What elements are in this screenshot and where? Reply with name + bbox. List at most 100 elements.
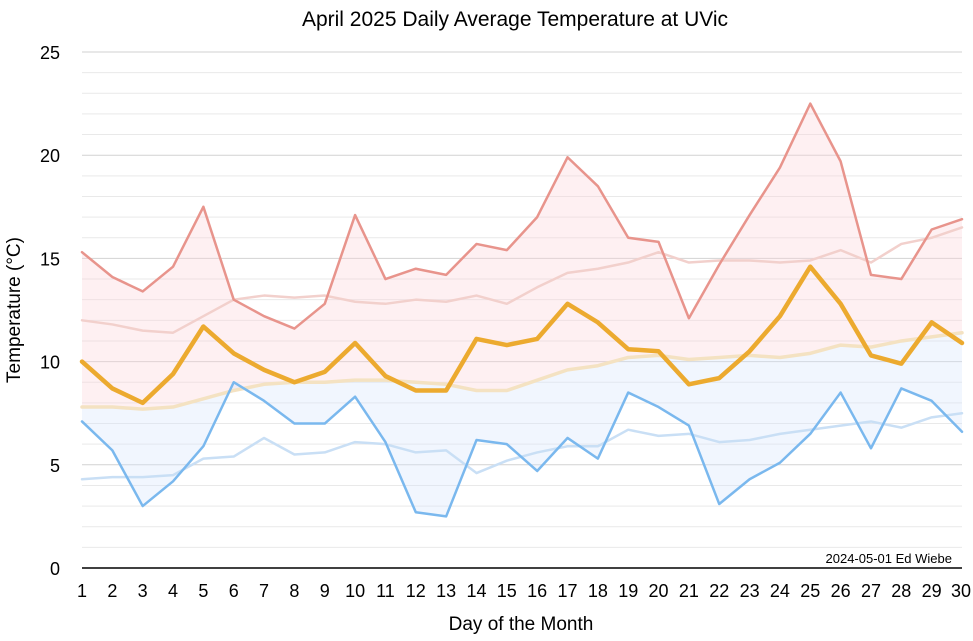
y-tick-label: 5 [50,456,60,476]
mean-data-point [961,342,963,344]
x-tick-label: 27 [861,581,881,601]
max-data-point [263,315,265,317]
min-data-point [354,395,356,397]
mean-data-point [293,381,295,383]
normal-max-series-line [80,226,964,334]
mean-data-point [657,350,659,352]
x-tick-label: 2 [107,581,117,601]
x-tick-label: 17 [558,581,578,601]
mean-data-point [384,375,386,377]
max-data-point [445,274,447,276]
max-data-point [961,218,963,220]
x-tick-label: 8 [289,581,299,601]
min-data-point [202,445,204,447]
y-tick-label: 15 [40,249,60,269]
max-data-point [536,216,538,218]
mean-data-point [202,325,204,327]
max-data-point [354,214,356,216]
x-tick-label: 26 [831,581,851,601]
max-data-point [657,241,659,243]
x-tick-labels: 1 2 3 4 5 6 7 8 9 10 11 12 13 14 15 16 17 18 19 20 21 22 23 24 2… [77,581,971,601]
max-data-point [202,206,204,208]
y-tick-labels: 0 5 10 15 20 25 [40,43,60,579]
x-tick-label: 24 [770,581,790,601]
mean-data-point [809,265,811,267]
max-data-point [809,102,811,104]
max-data-point [566,156,568,158]
mean-data-point [930,321,932,323]
x-tick-label: 4 [168,581,178,601]
min-data-point [293,422,295,424]
max-data-point [900,278,902,280]
min-data-point [809,433,811,435]
min-data-point [172,480,174,482]
y-tick-label: 25 [40,43,60,63]
min-data-point [688,424,690,426]
min-data-point [445,515,447,517]
max-data-point [233,298,235,300]
x-tick-label: 22 [709,581,729,601]
max-data-point [111,276,113,278]
mean-data-point [141,402,143,404]
max-data-point [870,274,872,276]
mean-series-line [79,264,965,406]
max-data-point [324,303,326,305]
min-data-point [839,391,841,393]
x-tick-label: 1 [77,581,87,601]
max-data-point [748,214,750,216]
max-data-point [688,317,690,319]
min-data-point [870,447,872,449]
range-fills [82,103,962,517]
x-tick-label: 7 [259,581,269,601]
min-data-point [263,400,265,402]
max-range-fill [82,103,962,410]
max-data-point [81,251,83,253]
min-data-point [900,387,902,389]
min-data-point [415,511,417,513]
min-data-point [81,420,83,422]
max-data-point [172,265,174,267]
x-tick-label: 10 [345,581,365,601]
x-tick-label: 14 [466,581,486,601]
chart-title: April 2025 Daily Average Temperature at … [302,8,728,31]
x-tick-label: 30 [951,581,971,601]
mean-data-point [839,303,841,305]
min-data-point [384,441,386,443]
mean-data-point [900,362,902,364]
min-data-point [718,503,720,505]
mean-data-point [233,352,235,354]
mean-data-point [81,360,83,362]
series-lines [79,102,965,518]
mean-data-point [748,350,750,352]
mean-data-point [718,377,720,379]
x-tick-label: 6 [229,581,239,601]
mean-data-point [415,389,417,391]
min-series-line [80,380,964,518]
min-data-point [779,462,781,464]
x-tick-label: 9 [320,581,330,601]
x-tick-label: 28 [891,581,911,601]
mean-data-point [354,342,356,344]
min-data-point [930,400,932,402]
y-tick-label: 10 [40,353,60,373]
x-tick-label: 12 [406,581,426,601]
mean-data-point [172,373,174,375]
mean-data-point [597,321,599,323]
x-tick-label: 23 [740,581,760,601]
min-data-point [748,478,750,480]
max-series-line [80,102,964,330]
x-tick-label: 3 [138,581,148,601]
mean-data-point [627,348,629,350]
min-data-point [141,505,143,507]
x-tick-label: 19 [618,581,638,601]
min-data-point [536,470,538,472]
max-data-point [627,237,629,239]
max-data-point [141,290,143,292]
min-range-fill [82,332,962,517]
max-data-point [384,278,386,280]
min-data-point [506,443,508,445]
min-data-point [961,431,963,433]
x-tick-label: 20 [649,581,669,601]
y-axis-label: Temperature (°C) [4,237,25,383]
